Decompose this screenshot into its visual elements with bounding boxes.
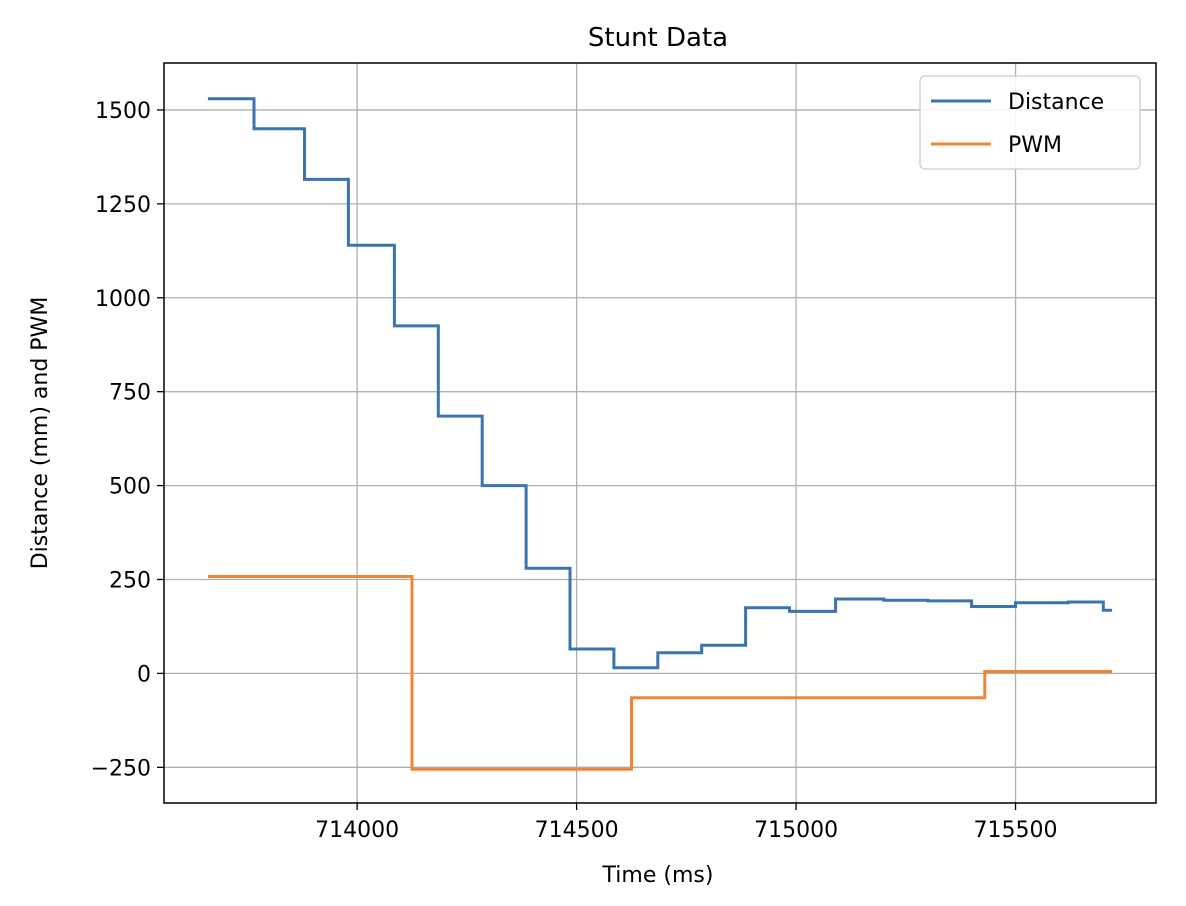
chart-title: Stunt Data bbox=[588, 23, 728, 53]
y-tick-label: 1250 bbox=[95, 193, 151, 218]
y-tick-label: 1000 bbox=[95, 287, 151, 312]
series-layer bbox=[207, 97, 1113, 771]
legend-label-distance: Distance bbox=[1008, 90, 1104, 115]
x-tick-label: 715500 bbox=[974, 818, 1058, 843]
x-tick-label: 714000 bbox=[315, 818, 399, 843]
y-tick-label: 250 bbox=[109, 568, 151, 593]
plot-frame bbox=[163, 62, 1157, 804]
y-tick-label: 0 bbox=[137, 662, 151, 687]
x-tick-label: 714500 bbox=[535, 818, 619, 843]
y-tick-label: −250 bbox=[91, 756, 151, 781]
x-tick-label: 715000 bbox=[754, 818, 838, 843]
y-tick-label: 500 bbox=[109, 475, 151, 500]
x-axis-label: Time (ms) bbox=[602, 863, 714, 888]
grid bbox=[164, 63, 1156, 803]
y-tick-label: 1500 bbox=[95, 99, 151, 124]
legend: Distance PWM bbox=[919, 75, 1141, 170]
series-line-pwm bbox=[207, 575, 1113, 771]
ticks: 714000 714500 715000 715500 −250 0 250 500 750 10… bbox=[91, 99, 1058, 843]
series-line-distance bbox=[207, 97, 1113, 670]
y-axis-label: Distance (mm) and PWM bbox=[28, 297, 53, 570]
legend-box bbox=[919, 75, 1141, 170]
legend-label-pwm: PWM bbox=[1008, 133, 1062, 158]
y-tick-label: 750 bbox=[109, 381, 151, 406]
